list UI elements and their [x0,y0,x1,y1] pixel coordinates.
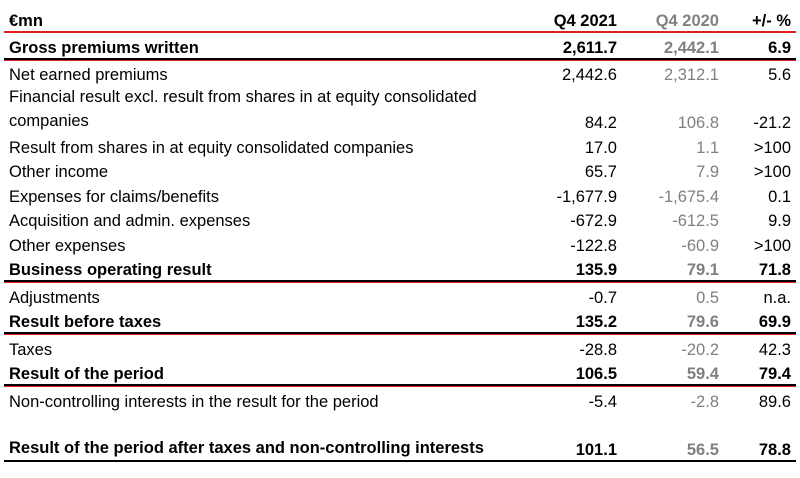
table-row: Result of the period 106.5 59.4 79.4 [4,360,796,386]
previous-value: 1.1 [696,138,719,157]
previous-value: 2,312.1 [622,59,724,86]
table-row: Result of the period after taxes and non… [4,412,796,462]
current-value: 2,611.7 [508,32,622,60]
previous-value: 79.1 [622,256,724,282]
current-value: 84.2 [584,114,617,132]
table-row: Expenses for claims/benefits -1,677.9 -1,6… [4,182,796,207]
row-label: Other expenses [9,236,126,255]
row-label: Other income [9,163,109,181]
current-value: 65.7 [584,163,617,181]
row-label: Result of the period [4,360,508,386]
table-row: Acquisition and admin. expenses -672.9 -61… [4,207,796,232]
change-percent: 71.8 [724,256,796,282]
table-row: Non-controlling interests in the result … [4,386,796,412]
change-percent: n.a. [724,282,796,308]
previous-value: -2.8 [622,386,724,412]
current-value: 17.0 [584,138,617,157]
table-row: Financial result excl. result from share… [4,85,796,133]
current-value: 135.9 [508,256,622,282]
change-percent: 5.6 [724,59,796,86]
change-percent: 6.9 [724,32,796,60]
change-percent: >100 [753,163,791,181]
change-percent: 42.3 [724,334,796,360]
row-label: Gross premiums written [4,32,508,60]
income-statement-table: €mn Q4 2021 Q4 2020 +/- % Gross premiums… [4,4,796,462]
table-row: Adjustments -0.7 0.5 n.a. [4,282,796,308]
change-percent: >100 [753,236,791,255]
table-row: Other expenses -122.8 -60.9 >100 [4,231,796,256]
previous-value: 0.5 [622,282,724,308]
change-percent: 78.8 [724,412,796,462]
table-row: Business operating result 135.9 79.1 71.8 [4,256,796,282]
change-percent-header: +/- % [724,4,796,32]
previous-value: 106.8 [677,114,719,132]
row-label: Non-controlling interests in the result … [4,386,508,412]
change-percent: >100 [753,138,791,157]
previous-value: 7.9 [696,163,719,181]
previous-value: -20.2 [622,334,724,360]
table-row: Taxes -28.8 -20.2 42.3 [4,334,796,360]
row-label: Result from shares in at equity consolid… [9,138,414,157]
previous-value: -1,675.4 [658,187,719,206]
change-percent: 79.4 [724,360,796,386]
row-label: Acquisition and admin. expenses [9,212,251,230]
change-percent: 69.9 [724,308,796,334]
unit-header: €mn [4,4,508,32]
row-label: Expenses for claims/benefits [9,187,220,206]
current-value: -1,677.9 [556,187,617,206]
current-value: 135.2 [508,308,622,334]
current-value: -0.7 [508,282,622,308]
table-body: Gross premiums written 2,611.7 2,442.1 6.9 N… [4,32,796,462]
previous-value: 56.5 [622,412,724,462]
current-value: -672.9 [570,212,617,230]
table-row: Result from shares in at equity consolid… [4,133,796,158]
row-label: Adjustments [4,282,508,308]
change-percent: 89.6 [724,386,796,412]
row-label: Net earned premiums [4,59,508,86]
row-label: Result before taxes [4,308,508,334]
row-label: Financial result excl. result from share… [9,88,477,130]
table-header-row: €mn Q4 2021 Q4 2020 +/- % [4,4,796,32]
change-percent: -21.2 [753,114,791,132]
row-label: Business operating result [4,256,508,282]
row-label: Taxes [4,334,508,360]
previous-value: 2,442.1 [622,32,724,60]
current-value: 106.5 [508,360,622,386]
previous-value: -60.9 [681,236,719,255]
row-label: Result of the period after taxes and non… [4,412,508,462]
table-row: Other income 65.7 7.9 >100 [4,158,796,183]
current-value: -28.8 [508,334,622,360]
table-row: Gross premiums written 2,611.7 2,442.1 6.9 [4,32,796,60]
table-row: Result before taxes 135.2 79.6 69.9 [4,308,796,334]
current-value: -122.8 [570,236,617,255]
table-row: Net earned premiums 2,442.6 2,312.1 5.6 [4,59,796,86]
current-period-header: Q4 2021 [508,4,622,32]
previous-value: -612.5 [672,212,719,230]
change-percent: 0.1 [768,187,791,206]
current-value: -5.4 [508,386,622,412]
change-percent: 9.9 [768,212,791,230]
previous-value: 79.6 [622,308,724,334]
current-value: 101.1 [508,412,622,462]
current-value: 2,442.6 [508,59,622,86]
previous-value: 59.4 [622,360,724,386]
previous-period-header: Q4 2020 [622,4,724,32]
